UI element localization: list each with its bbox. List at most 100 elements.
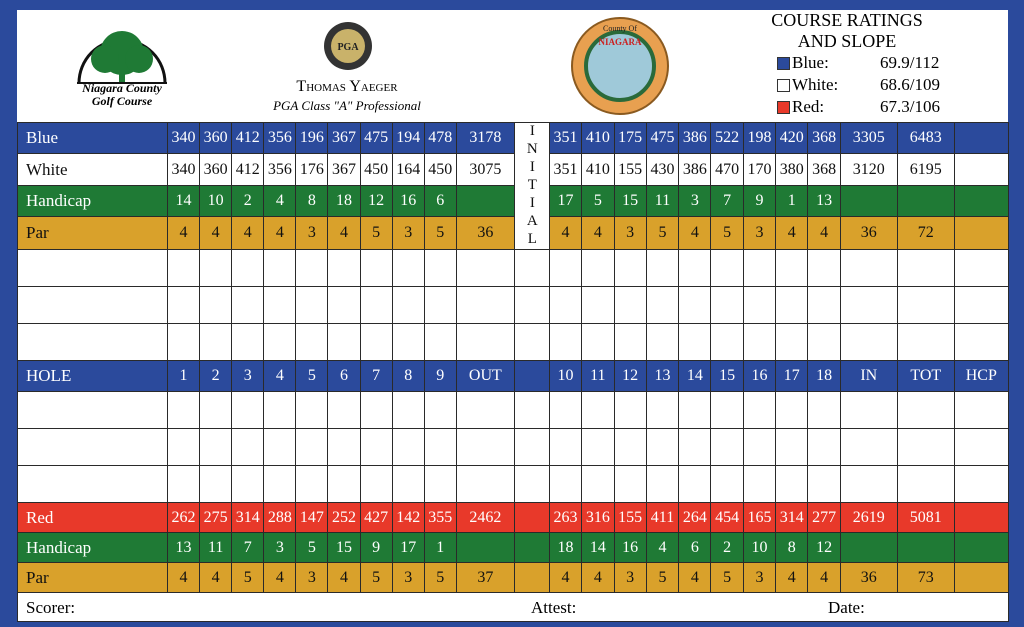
blank-cell xyxy=(17,286,168,324)
score-cell xyxy=(455,184,515,218)
score-cell: 252 xyxy=(327,502,361,533)
blank-cell xyxy=(710,286,744,324)
blank-cell xyxy=(513,428,550,466)
score-cell: 16 xyxy=(613,532,647,563)
score-cell: 142 xyxy=(391,502,425,533)
score-cell: 340 xyxy=(166,121,201,155)
score-cell: 386 xyxy=(678,153,712,186)
score-cell: 4 xyxy=(327,216,361,250)
blank-cell xyxy=(423,391,457,429)
score-cell: 17 xyxy=(775,360,809,392)
score-cell: 4 xyxy=(199,562,233,593)
blank-cell xyxy=(455,391,515,429)
blank-cell xyxy=(775,249,809,287)
score-cell: 5 xyxy=(423,562,457,593)
initial-cell xyxy=(513,502,550,533)
score-cell: 2 xyxy=(231,184,265,218)
score-cell: 5 xyxy=(359,562,393,593)
blank-cell xyxy=(263,465,297,503)
blank-cell xyxy=(710,465,744,503)
footer-label: Scorer: xyxy=(26,598,76,617)
blank-cell xyxy=(17,391,168,429)
blank-cell xyxy=(166,391,201,429)
rating-value: 69.9/112 xyxy=(880,53,940,72)
blank-cell xyxy=(295,428,329,466)
score-cell: 4 xyxy=(327,562,361,593)
score-cell: 5 xyxy=(710,216,744,250)
score-cell: 314 xyxy=(775,502,809,533)
rating-swatch xyxy=(777,79,790,92)
score-cell: 2462 xyxy=(455,502,515,533)
blank-cell xyxy=(359,465,393,503)
initial: INITIAL xyxy=(513,122,550,250)
blank-cell xyxy=(455,428,515,466)
blank-cell xyxy=(423,286,457,324)
blank-cell xyxy=(953,465,1009,503)
score-cell: 4 xyxy=(678,216,712,250)
score-cell xyxy=(953,153,1009,186)
score-cell: 412 xyxy=(231,121,265,155)
blank-cell xyxy=(645,286,680,324)
rating-tee: White: xyxy=(792,75,839,94)
blank-cell xyxy=(199,391,233,429)
blank-cell xyxy=(710,391,744,429)
score-cell: 275 xyxy=(199,502,233,533)
blank-cell xyxy=(742,428,777,466)
blank-cell xyxy=(896,391,955,429)
blank-row xyxy=(17,428,1009,466)
row-label: HOLE xyxy=(17,360,168,392)
blank-cell xyxy=(295,323,329,361)
score-cell xyxy=(839,184,898,218)
footer-label: Date: xyxy=(828,598,865,617)
row-label: White xyxy=(17,153,168,186)
blank-cell xyxy=(613,286,647,324)
score-row: Blue 340 360 412 356 196 367 475 194 478 3178 INITI… xyxy=(17,121,1009,250)
row-label: Par xyxy=(17,216,168,250)
score-cell: 427 xyxy=(359,502,393,533)
blank-cell xyxy=(231,465,265,503)
blank-cell xyxy=(199,465,233,503)
score-cell: 73 xyxy=(896,562,955,593)
score-row: White 340 360 412 356 176 367 450 164 450 3075 351 4… xyxy=(17,153,1009,186)
score-cell: 3120 xyxy=(839,153,898,186)
blank-cell xyxy=(231,391,265,429)
score-cell: 4 xyxy=(678,562,712,593)
score-cell: 13 xyxy=(807,184,841,218)
blank-cell xyxy=(359,286,393,324)
blank-row xyxy=(17,249,1009,287)
score-cell: 522 xyxy=(710,121,744,155)
rating-tee: Blue: xyxy=(792,53,829,72)
blank-cell xyxy=(295,249,329,287)
blank-cell xyxy=(896,465,955,503)
score-cell: 4 xyxy=(775,562,809,593)
blank-cell xyxy=(327,428,361,466)
score-cell: 72 xyxy=(896,216,955,250)
blank-cell xyxy=(613,428,647,466)
pro-title: PGA Class "A" Professional xyxy=(273,98,421,113)
blank-cell xyxy=(613,323,647,361)
blank-cell xyxy=(548,428,583,466)
blank-cell xyxy=(548,391,583,429)
score-cell: 12 xyxy=(613,360,647,392)
ratings-title: COURSE RATINGS AND SLOPE xyxy=(747,10,947,52)
blank-cell xyxy=(645,428,680,466)
score-cell: 3 xyxy=(263,532,297,563)
score-cell: 262 xyxy=(166,502,201,533)
blank-cell xyxy=(775,465,809,503)
score-cell xyxy=(953,562,1009,593)
blank-cell xyxy=(263,391,297,429)
blank-cell xyxy=(613,391,647,429)
score-cell xyxy=(953,502,1009,533)
score-cell: 18 xyxy=(548,532,583,563)
score-cell: 355 xyxy=(423,502,457,533)
score-cell: 10 xyxy=(548,360,583,392)
score-cell: 17 xyxy=(391,532,425,563)
pro-name: Thomas Yaeger xyxy=(296,78,398,95)
score-cell: 360 xyxy=(199,121,233,155)
blank-cell xyxy=(678,428,712,466)
score-cell: 470 xyxy=(710,153,744,186)
score-cell: 4 xyxy=(166,562,201,593)
score-cell: 4 xyxy=(231,216,265,250)
score-cell: 430 xyxy=(645,153,680,186)
